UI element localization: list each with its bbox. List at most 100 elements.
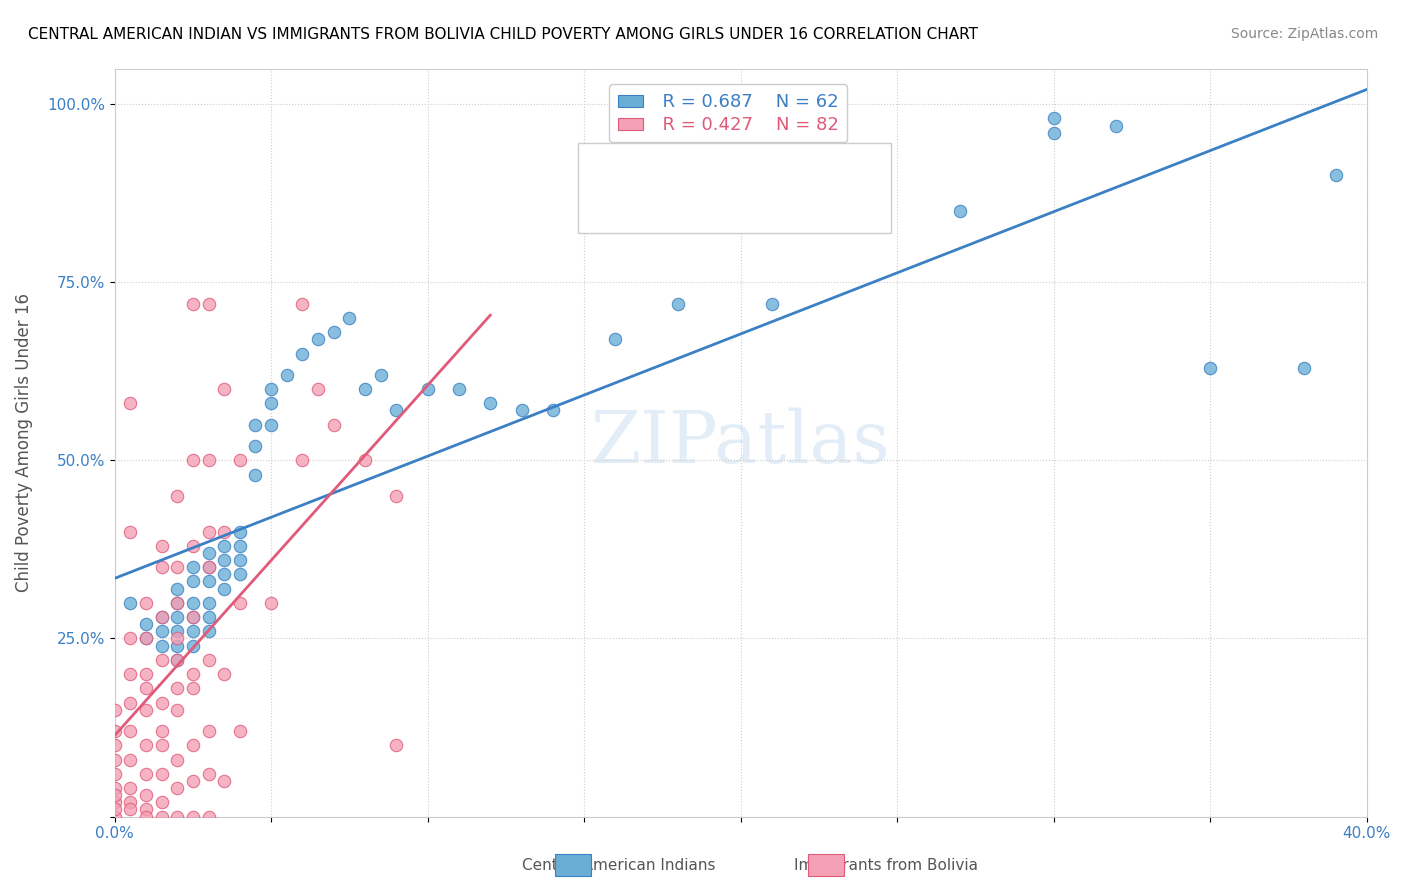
Point [197,560,219,574]
Point [166,596,188,610]
Point [135,809,157,823]
Point [166,639,188,653]
Point [181,296,204,310]
Point [229,596,252,610]
Point [150,696,173,710]
Point [197,809,219,823]
Point [229,524,252,539]
Point [135,596,157,610]
Point [166,809,188,823]
Point [307,382,329,396]
Point [181,809,204,823]
Point [322,417,344,432]
Point [510,403,533,417]
Text: Immigrants from Bolivia: Immigrants from Bolivia [794,858,977,872]
Point [1199,360,1222,375]
Point [120,724,142,739]
Point [181,453,204,467]
Point [120,753,142,767]
Point [181,639,204,653]
Point [166,781,188,796]
Point [181,610,204,624]
Point [104,781,127,796]
Point [120,524,142,539]
Point [212,553,235,567]
Point [166,489,188,503]
Point [150,739,173,753]
Point [245,439,267,453]
Point [245,467,267,482]
Point [135,789,157,803]
Point [104,739,127,753]
Point [370,368,392,382]
Point [135,703,157,717]
Point [761,296,783,310]
Point [339,310,361,325]
Point [416,382,439,396]
Point [166,596,188,610]
Point [197,453,219,467]
Point [135,617,157,632]
Point [229,724,252,739]
Point [166,681,188,696]
Point [260,596,283,610]
Point [212,567,235,582]
Point [104,809,127,823]
Text: CENTRAL AMERICAN INDIAN VS IMMIGRANTS FROM BOLIVIA CHILD POVERTY AMONG GIRLS UND: CENTRAL AMERICAN INDIAN VS IMMIGRANTS FR… [28,27,979,42]
Point [150,560,173,574]
Point [1042,126,1064,140]
Point [120,696,142,710]
Point [181,574,204,589]
Point [120,632,142,646]
FancyBboxPatch shape [578,144,891,233]
Point [197,574,219,589]
Point [197,610,219,624]
Point [229,567,252,582]
Point [181,560,204,574]
Point [150,795,173,809]
Point [291,296,314,310]
Point [291,346,314,360]
Point [120,802,142,816]
Point [135,767,157,781]
Point [212,667,235,681]
Point [212,539,235,553]
Point [104,753,127,767]
Point [104,795,127,809]
Point [181,739,204,753]
Point [260,396,283,410]
Point [197,596,219,610]
Point [212,774,235,789]
Point [120,667,142,681]
Point [385,489,408,503]
Point [197,560,219,574]
Point [104,789,127,803]
Point [150,767,173,781]
Point [385,403,408,417]
Point [135,632,157,646]
Point [181,667,204,681]
Point [104,724,127,739]
Point [150,610,173,624]
Point [276,368,298,382]
Point [354,453,377,467]
Point [212,382,235,396]
Point [181,681,204,696]
Point [229,553,252,567]
Point [150,809,173,823]
Point [181,539,204,553]
Point [166,653,188,667]
Point [322,325,344,339]
Y-axis label: Child Poverty Among Girls Under 16: Child Poverty Among Girls Under 16 [15,293,32,592]
Point [197,724,219,739]
Point [245,417,267,432]
Point [291,453,314,467]
Point [1105,119,1128,133]
Point [104,767,127,781]
Point [1294,360,1316,375]
Point [197,767,219,781]
Point [197,546,219,560]
Text: Source: ZipAtlas.com: Source: ZipAtlas.com [1230,27,1378,41]
Point [197,296,219,310]
Point [166,624,188,639]
